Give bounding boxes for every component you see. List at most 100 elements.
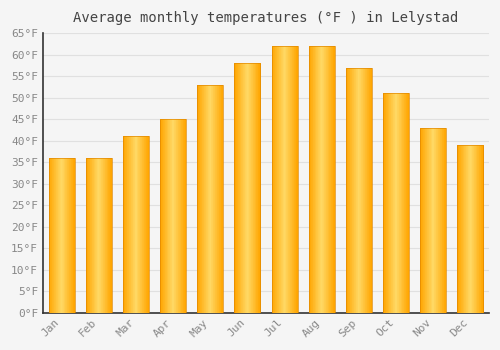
Bar xyxy=(197,85,198,313)
Bar xyxy=(330,46,331,313)
Bar xyxy=(237,63,238,313)
Bar xyxy=(474,145,475,313)
Bar xyxy=(178,119,179,313)
Bar xyxy=(67,158,68,313)
Bar xyxy=(243,63,244,313)
Bar xyxy=(132,136,133,313)
Bar xyxy=(164,119,166,313)
Bar xyxy=(392,93,394,313)
Bar xyxy=(445,128,446,313)
Bar xyxy=(430,128,432,313)
Bar xyxy=(208,85,209,313)
Bar xyxy=(182,119,183,313)
Bar xyxy=(291,46,292,313)
Bar xyxy=(70,158,71,313)
Bar xyxy=(97,158,98,313)
Bar xyxy=(98,158,99,313)
Bar xyxy=(48,158,50,313)
Bar xyxy=(428,128,430,313)
Bar xyxy=(160,119,162,313)
Bar xyxy=(321,46,322,313)
Bar xyxy=(329,46,330,313)
Bar xyxy=(460,145,462,313)
Bar xyxy=(170,119,172,313)
Bar xyxy=(388,93,389,313)
Bar xyxy=(209,85,210,313)
Bar xyxy=(141,136,142,313)
Bar xyxy=(396,93,397,313)
Bar xyxy=(439,128,440,313)
Bar xyxy=(441,128,442,313)
Bar xyxy=(111,158,112,313)
Bar xyxy=(135,136,136,313)
Bar xyxy=(331,46,332,313)
Bar xyxy=(128,136,130,313)
Bar xyxy=(137,136,138,313)
Bar xyxy=(476,145,477,313)
Bar xyxy=(479,145,480,313)
Bar xyxy=(214,85,216,313)
Bar xyxy=(312,46,313,313)
Bar xyxy=(88,158,89,313)
Bar xyxy=(328,46,329,313)
Bar xyxy=(60,158,61,313)
Bar xyxy=(238,63,239,313)
Bar xyxy=(202,85,203,313)
Bar xyxy=(468,145,469,313)
Bar xyxy=(356,68,357,313)
Bar xyxy=(124,136,125,313)
Bar xyxy=(433,128,434,313)
Bar xyxy=(109,158,110,313)
Bar xyxy=(110,158,112,313)
Bar xyxy=(123,136,149,313)
Bar xyxy=(276,46,277,313)
Bar xyxy=(478,145,479,313)
Bar xyxy=(144,136,145,313)
Bar xyxy=(127,136,128,313)
Bar xyxy=(169,119,170,313)
Bar xyxy=(257,63,258,313)
Bar xyxy=(275,46,276,313)
Bar xyxy=(477,145,478,313)
Bar xyxy=(241,63,242,313)
Bar xyxy=(50,158,51,313)
Bar xyxy=(212,85,213,313)
Bar xyxy=(408,93,409,313)
Title: Average monthly temperatures (°F ) in Lelystad: Average monthly temperatures (°F ) in Le… xyxy=(74,11,458,25)
Bar xyxy=(432,128,434,313)
Bar xyxy=(312,46,314,313)
Bar xyxy=(296,46,297,313)
Bar xyxy=(102,158,104,313)
Bar xyxy=(94,158,95,313)
Bar xyxy=(355,68,356,313)
Bar xyxy=(438,128,439,313)
Bar xyxy=(466,145,467,313)
Bar xyxy=(288,46,289,313)
Bar xyxy=(180,119,181,313)
Bar xyxy=(148,136,149,313)
Bar xyxy=(61,158,62,313)
Bar xyxy=(437,128,438,313)
Bar xyxy=(160,119,161,313)
Bar xyxy=(383,93,409,313)
Bar xyxy=(58,158,59,313)
Bar xyxy=(181,119,182,313)
Bar xyxy=(421,128,422,313)
Bar xyxy=(366,68,367,313)
Bar xyxy=(128,136,129,313)
Bar xyxy=(392,93,393,313)
Bar xyxy=(64,158,65,313)
Bar xyxy=(176,119,177,313)
Bar xyxy=(207,85,208,313)
Bar xyxy=(424,128,426,313)
Bar xyxy=(308,46,310,313)
Bar xyxy=(431,128,432,313)
Bar xyxy=(404,93,406,313)
Bar xyxy=(218,85,220,313)
Bar xyxy=(143,136,144,313)
Bar xyxy=(458,145,483,313)
Bar xyxy=(59,158,60,313)
Bar xyxy=(405,93,406,313)
Bar xyxy=(210,85,211,313)
Bar xyxy=(139,136,140,313)
